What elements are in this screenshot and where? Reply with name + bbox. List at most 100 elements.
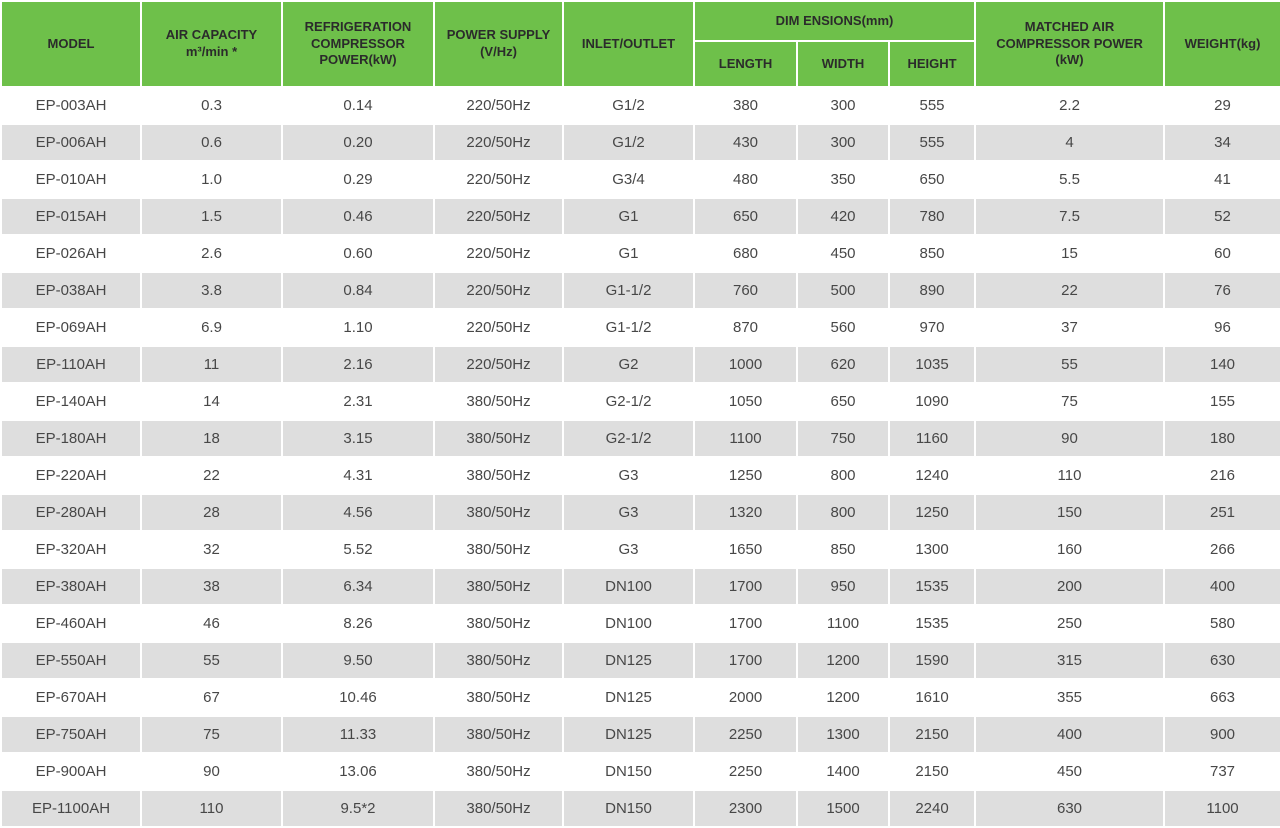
cell-model: EP-015AH [0, 197, 142, 236]
cell-refrigeration-power: 5.52 [281, 530, 435, 569]
cell-model: EP-380AH [0, 567, 142, 606]
cell-power-supply: 380/50Hz [433, 419, 564, 458]
cell-refrigeration-power: 0.14 [281, 86, 435, 125]
table-row: EP-038AH 3.8 0.84 220/50Hz G1-1/2 760 50… [0, 271, 1280, 310]
cell-inlet-outlet: G3 [562, 493, 695, 532]
cell-matched-power: 2.2 [974, 86, 1166, 125]
cell-model: EP-069AH [0, 308, 142, 347]
col-header-model: MODEL [0, 0, 142, 88]
col-header-length: LENGTH [693, 40, 798, 88]
cell-refrigeration-power: 0.20 [281, 123, 435, 162]
cell-length: 650 [693, 197, 798, 236]
col-header-weight: WEIGHT(kg) [1163, 0, 1280, 88]
cell-matched-power: 15 [974, 234, 1166, 273]
cell-matched-power: 5.5 [974, 160, 1166, 199]
cell-length: 480 [693, 160, 798, 199]
cell-inlet-outlet: G1-1/2 [562, 271, 695, 310]
col-header-inlet-outlet: INLET/OUTLET [562, 0, 695, 88]
cell-air-capacity: 2.6 [140, 234, 283, 273]
cell-power-supply: 220/50Hz [433, 197, 564, 236]
cell-width: 300 [796, 123, 890, 162]
cell-width: 1200 [796, 641, 890, 680]
cell-power-supply: 380/50Hz [433, 493, 564, 532]
cell-width: 800 [796, 456, 890, 495]
table-row: EP-006AH 0.6 0.20 220/50Hz G1/2 430 300 … [0, 123, 1280, 162]
table-row: EP-015AH 1.5 0.46 220/50Hz G1 650 420 78… [0, 197, 1280, 236]
cell-matched-power: 22 [974, 271, 1166, 310]
cell-weight: 34 [1163, 123, 1280, 162]
cell-inlet-outlet: G2-1/2 [562, 382, 695, 421]
table-row: EP-750AH 75 11.33 380/50Hz DN125 2250 13… [0, 715, 1280, 754]
cell-inlet-outlet: G3 [562, 530, 695, 569]
cell-matched-power: 75 [974, 382, 1166, 421]
table-row: EP-380AH 38 6.34 380/50Hz DN100 1700 950… [0, 567, 1280, 606]
table-row: EP-460AH 46 8.26 380/50Hz DN100 1700 110… [0, 604, 1280, 643]
cell-air-capacity: 18 [140, 419, 283, 458]
cell-power-supply: 380/50Hz [433, 382, 564, 421]
cell-inlet-outlet: G3 [562, 456, 695, 495]
cell-length: 2000 [693, 678, 798, 717]
cell-refrigeration-power: 0.29 [281, 160, 435, 199]
cell-length: 2250 [693, 715, 798, 754]
cell-power-supply: 380/50Hz [433, 530, 564, 569]
cell-model: EP-220AH [0, 456, 142, 495]
cell-inlet-outlet: G1 [562, 197, 695, 236]
cell-height: 1240 [887, 456, 977, 495]
cell-height: 890 [887, 271, 977, 310]
cell-height: 850 [887, 234, 977, 273]
cell-refrigeration-power: 13.06 [281, 752, 435, 791]
cell-air-capacity: 75 [140, 715, 283, 754]
cell-refrigeration-power: 3.15 [281, 419, 435, 458]
cell-refrigeration-power: 0.46 [281, 197, 435, 236]
cell-refrigeration-power: 6.34 [281, 567, 435, 606]
cell-model: EP-110AH [0, 345, 142, 384]
col-header-height: HEIGHT [887, 40, 977, 88]
cell-length: 430 [693, 123, 798, 162]
cell-matched-power: 250 [974, 604, 1166, 643]
cell-matched-power: 55 [974, 345, 1166, 384]
cell-power-supply: 380/50Hz [433, 752, 564, 791]
table-row: EP-110AH 11 2.16 220/50Hz G2 1000 620 10… [0, 345, 1280, 384]
cell-width: 750 [796, 419, 890, 458]
cell-height: 970 [887, 308, 977, 347]
cell-length: 2300 [693, 789, 798, 828]
cell-refrigeration-power: 2.16 [281, 345, 435, 384]
cell-power-supply: 380/50Hz [433, 715, 564, 754]
header-row-dimensions: LENGTH WIDTH HEIGHT [1, 40, 1280, 88]
cell-height: 1590 [887, 641, 977, 680]
cell-width: 1400 [796, 752, 890, 791]
cell-matched-power: 37 [974, 308, 1166, 347]
cell-matched-power: 450 [974, 752, 1166, 791]
cell-weight: 663 [1163, 678, 1280, 717]
cell-air-capacity: 1.5 [140, 197, 283, 236]
cell-power-supply: 380/50Hz [433, 604, 564, 643]
table-header: MODEL AIR CAPACITY m³/min * REFRIGERATIO… [0, 0, 1280, 88]
cell-air-capacity: 90 [140, 752, 283, 791]
cell-weight: 96 [1163, 308, 1280, 347]
cell-length: 1700 [693, 641, 798, 680]
cell-matched-power: 110 [974, 456, 1166, 495]
cell-model: EP-003AH [0, 86, 142, 125]
cell-inlet-outlet: G3/4 [562, 160, 695, 199]
cell-weight: 155 [1163, 382, 1280, 421]
cell-refrigeration-power: 4.56 [281, 493, 435, 532]
cell-model: EP-1100AH [0, 789, 142, 828]
cell-refrigeration-power: 2.31 [281, 382, 435, 421]
cell-length: 1650 [693, 530, 798, 569]
cell-height: 1300 [887, 530, 977, 569]
cell-model: EP-900AH [0, 752, 142, 791]
table-row: EP-1100AH 110 9.5*2 380/50Hz DN150 2300 … [0, 789, 1280, 828]
cell-air-capacity: 11 [140, 345, 283, 384]
cell-length: 870 [693, 308, 798, 347]
cell-length: 380 [693, 86, 798, 125]
cell-model: EP-550AH [0, 641, 142, 680]
cell-weight: 630 [1163, 641, 1280, 680]
cell-model: EP-180AH [0, 419, 142, 458]
cell-width: 500 [796, 271, 890, 310]
table-body: EP-003AH 0.3 0.14 220/50Hz G1/2 380 300 … [0, 86, 1280, 828]
col-header-width: WIDTH [796, 40, 890, 88]
col-header-dimensions-group: DIM ENSIONS(mm) [692, 0, 977, 42]
cell-weight: 76 [1163, 271, 1280, 310]
cell-refrigeration-power: 4.31 [281, 456, 435, 495]
cell-model: EP-750AH [0, 715, 142, 754]
